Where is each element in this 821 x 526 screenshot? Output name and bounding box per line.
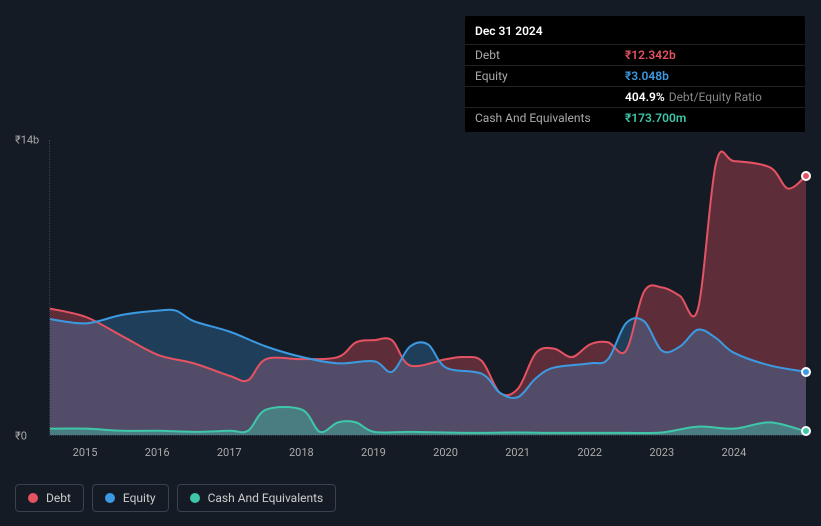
tooltip-row-value: ₹3.048b — [625, 69, 669, 83]
x-axis-label: 2021 — [505, 446, 530, 459]
legend-label: Equity — [123, 491, 156, 505]
x-axis-label: 2024 — [722, 446, 747, 459]
x-axis-label: 2020 — [433, 446, 458, 459]
tooltip-row-label: Equity — [475, 69, 625, 83]
tooltip-row-label: Debt — [475, 48, 625, 62]
chart-area: ₹0₹14b 201520162017201820192020202120222… — [15, 120, 806, 466]
x-axis-label: 2016 — [145, 446, 170, 459]
legend-item-cash[interactable]: Cash And Equivalents — [177, 484, 337, 512]
chart-plot[interactable] — [49, 140, 806, 436]
cash-marker — [801, 426, 811, 436]
x-axis-label: 2019 — [361, 446, 386, 459]
legend-label: Debt — [46, 491, 71, 505]
tooltip-panel: Dec 31 2024 Debt₹12.342bEquity₹3.048b404… — [465, 16, 805, 132]
tooltip-row: Equity₹3.048b — [465, 65, 805, 86]
x-axis-label: 2022 — [577, 446, 602, 459]
x-axis-label: 2023 — [649, 446, 674, 459]
legend-dot-icon — [28, 493, 38, 503]
legend-dot-icon — [105, 493, 115, 503]
debt-marker — [801, 171, 811, 181]
tooltip-row-value: ₹12.342b — [625, 48, 676, 62]
tooltip-row: Debt₹12.342b — [465, 44, 805, 65]
legend-label: Cash And Equivalents — [208, 491, 324, 505]
tooltip-row-suffix: Debt/Equity Ratio — [669, 90, 762, 104]
y-axis-label: ₹0 — [15, 430, 27, 443]
legend-item-debt[interactable]: Debt — [15, 484, 84, 512]
tooltip-date: Dec 31 2024 — [465, 20, 805, 44]
legend-dot-icon — [190, 493, 200, 503]
x-axis-labels: 2015 2016 2017 2018 2019 2020 2021 2022 2023 2024 — [49, 446, 806, 466]
x-axis-label: 2017 — [217, 446, 242, 459]
legend-item-equity[interactable]: Equity — [92, 484, 169, 512]
tooltip-row-label — [475, 90, 625, 104]
tooltip-row: 404.9%Debt/Equity Ratio — [465, 86, 805, 107]
legend: Debt Equity Cash And Equivalents — [15, 484, 336, 512]
x-axis-label: 2018 — [289, 446, 314, 459]
x-axis-label: 2015 — [73, 446, 98, 459]
tooltip-row-value: 404.9%Debt/Equity Ratio — [625, 90, 762, 104]
equity-marker — [801, 367, 811, 377]
y-axis-label: ₹14b — [15, 134, 39, 147]
